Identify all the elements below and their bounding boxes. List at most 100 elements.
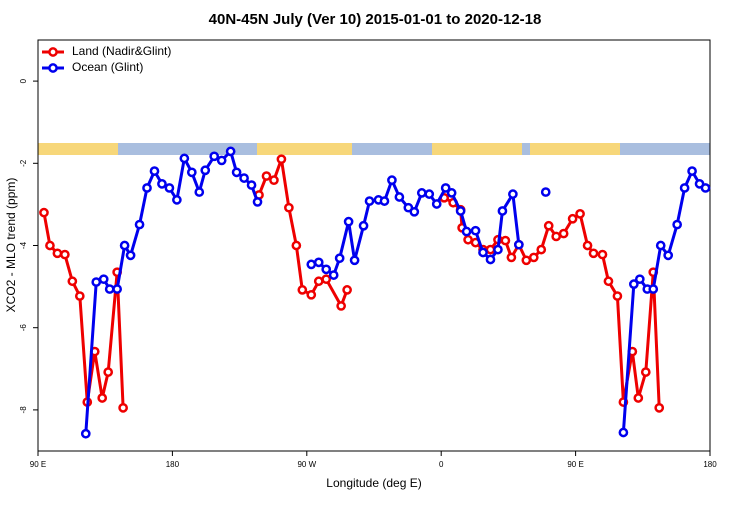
point	[231, 167, 242, 178]
y-tick-label: -2	[19, 159, 28, 167]
point	[424, 189, 435, 199]
point	[582, 240, 593, 251]
point	[74, 291, 85, 301]
y-tick-label: -6	[19, 324, 28, 332]
point	[558, 228, 569, 239]
x-tick-label: 90 E	[567, 460, 583, 469]
point	[431, 199, 442, 209]
point	[216, 155, 227, 166]
point	[112, 284, 122, 294]
point	[500, 235, 511, 246]
point	[521, 255, 532, 266]
point	[364, 196, 375, 206]
point	[134, 219, 145, 230]
point	[628, 279, 639, 289]
point	[336, 301, 346, 311]
point	[39, 207, 49, 218]
point	[575, 209, 585, 219]
point	[200, 165, 211, 176]
point	[612, 291, 623, 301]
point	[536, 244, 547, 255]
point	[543, 220, 554, 231]
x-axis-label: Longitude (deg E)	[326, 476, 421, 490]
point	[618, 427, 629, 438]
point	[261, 171, 272, 181]
map-strip	[38, 143, 710, 155]
point	[91, 277, 102, 287]
point	[328, 270, 339, 280]
series	[80, 146, 711, 439]
point	[497, 206, 508, 216]
point	[440, 183, 451, 193]
point	[506, 252, 517, 263]
point	[186, 167, 197, 178]
land-strip	[530, 143, 620, 155]
point	[663, 250, 674, 261]
point	[463, 234, 473, 245]
point	[551, 231, 562, 242]
point	[485, 244, 496, 255]
point	[246, 180, 257, 190]
point	[45, 240, 55, 251]
point	[179, 153, 190, 164]
point	[343, 216, 354, 227]
y-tick-label: 0	[19, 78, 28, 83]
point	[654, 402, 665, 413]
y-axis-label: XCO2 - MLO trend (ppm)	[4, 178, 18, 313]
point	[103, 367, 114, 377]
point	[508, 189, 518, 199]
point	[269, 175, 279, 186]
legend-marker	[48, 47, 58, 57]
point	[672, 219, 682, 230]
point	[387, 175, 397, 186]
point	[349, 255, 360, 266]
point	[470, 225, 481, 236]
y-tick-label: -8	[19, 406, 28, 414]
point	[478, 247, 488, 258]
legend-marker	[48, 63, 58, 73]
point	[225, 146, 236, 157]
point	[416, 188, 427, 198]
point	[194, 187, 205, 197]
legend-label: Land (Nadir&Glint)	[72, 44, 171, 58]
x-tick-label: 0	[439, 460, 444, 469]
chart-title: 40N-45N July (Ver 10) 2015-01-01 to 2020…	[209, 11, 542, 28]
point	[284, 202, 294, 213]
point	[409, 206, 420, 217]
point	[540, 187, 551, 197]
point	[313, 257, 324, 268]
point	[125, 250, 136, 261]
land-strip	[38, 143, 118, 155]
point	[485, 254, 496, 265]
point	[209, 151, 220, 162]
point	[633, 393, 644, 403]
point	[67, 276, 78, 287]
point	[567, 213, 578, 224]
point	[291, 240, 302, 251]
point	[104, 284, 115, 294]
legend-label: Ocean (Glint)	[72, 60, 143, 74]
point	[297, 285, 308, 295]
point	[52, 248, 63, 259]
point	[379, 196, 390, 206]
point	[342, 285, 352, 295]
x-tick-label: 180	[703, 460, 717, 469]
point	[640, 367, 651, 377]
point	[60, 249, 70, 260]
point	[461, 226, 472, 237]
x-tick-label: 180	[166, 460, 180, 469]
point	[119, 240, 130, 251]
x-tick-label: 90 W	[297, 460, 316, 469]
point	[679, 183, 690, 193]
point	[321, 274, 332, 285]
point	[321, 264, 332, 275]
point	[118, 402, 128, 413]
point	[239, 173, 249, 183]
point	[252, 197, 263, 207]
point	[603, 276, 614, 287]
point	[700, 183, 711, 193]
point	[149, 166, 160, 176]
point	[446, 188, 457, 198]
